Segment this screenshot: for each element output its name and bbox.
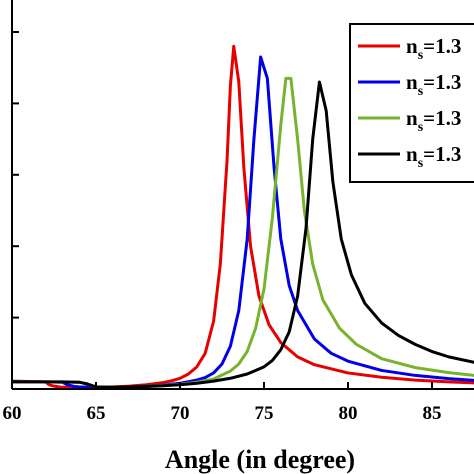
legend-label-2: ns=1.3 — [406, 70, 461, 99]
x-tick-label: 80 — [339, 403, 358, 424]
series-line-1 — [12, 44, 474, 389]
x-tick-label: 65 — [87, 403, 106, 424]
legend-box — [349, 23, 474, 183]
legend: ns=1.3 ns=1.3 ns=1.3 ns=1.3 — [349, 23, 474, 183]
axes: 60 65 70 75 80 85 — [3, 0, 474, 424]
series-line-4 — [12, 80, 474, 389]
legend-label-1: ns=1.3 — [406, 34, 461, 63]
x-tick-label: 85 — [423, 403, 442, 424]
x-tick-label: 75 — [255, 403, 274, 424]
series-line-2 — [12, 55, 474, 389]
x-axis-title: Angle (in degree) — [165, 445, 355, 474]
plot-area — [12, 44, 474, 389]
legend-label-3: ns=1.3 — [406, 106, 461, 135]
x-tick-label: 60 — [3, 403, 22, 424]
legend-label-4: ns=1.3 — [406, 142, 461, 171]
x-tick-label: 70 — [171, 403, 190, 424]
